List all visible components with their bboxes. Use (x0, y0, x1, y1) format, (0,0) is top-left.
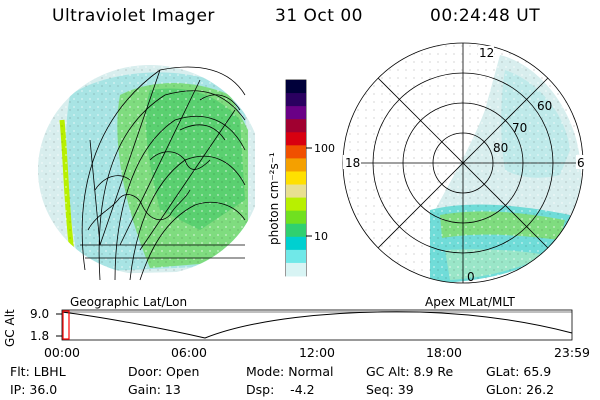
timeline-ytick-max: 9.0 (30, 307, 49, 321)
colorbar-band (286, 171, 306, 186)
current-time-marker (62, 310, 70, 340)
polar-labels: 12 18 6 0 60 70 80 (343, 46, 586, 284)
date-label: 31 Oct 00 (275, 6, 363, 26)
info-glon: GLon: 26.2 (486, 382, 555, 397)
time-label: 00:24:48 UT (430, 6, 541, 26)
timeline-xtick-2: 12:00 (299, 345, 335, 360)
info-glat: GLat: 65.9 (486, 364, 552, 379)
colorbar-tick-10: 10 (314, 230, 328, 243)
mlt-label-6: 6 (577, 156, 585, 170)
left-panel-caption: Geographic Lat/Lon (70, 295, 187, 309)
colorbar: 100 10 photon cm⁻²s⁻¹ (267, 79, 335, 277)
info-gc-alt: GC Alt: 8.9 Re (366, 364, 454, 379)
timeline-ylabel: GC Alt (3, 309, 17, 347)
instrument-title: Ultraviolet Imager (52, 6, 215, 26)
mlat-label-60: 60 (537, 99, 552, 113)
colorbar-band (286, 210, 306, 225)
timeline-xtick-0: 00:00 (44, 345, 80, 360)
colorbar-band (286, 80, 306, 94)
timeline-ytick-min: 1.8 (30, 329, 49, 343)
colorbar-band (286, 93, 306, 107)
info-seq: Seq: 39 (366, 382, 414, 397)
timeline-xtick-4: 23:59 (554, 345, 590, 360)
geographic-image (38, 65, 260, 275)
colorbar-band (286, 145, 306, 159)
colorbar-unit-label: photon cm⁻²s⁻¹ (267, 152, 281, 245)
right-panel-caption: Apex MLat/MLT (425, 295, 515, 309)
polar-grid (342, 42, 584, 284)
colorbar-band (286, 223, 306, 238)
colorbar-band (286, 132, 306, 146)
info-filter: Flt: LBHL (10, 364, 66, 379)
info-door: Door: Open (128, 364, 200, 379)
mlt-label-18: 18 (345, 156, 360, 170)
timeline-xtick-1: 06:00 (171, 345, 207, 360)
altitude-timeline: GC Alt 9.0 1.8 Geographic Lat/Lon Apex M… (3, 295, 590, 360)
info-mode: Mode: Normal (246, 364, 334, 379)
info-ip: IP: 36.0 (10, 382, 58, 397)
colorbar-band (286, 119, 306, 133)
mlat-label-70: 70 (512, 121, 527, 135)
colorbar-band (286, 197, 306, 212)
mlt-label-12: 12 (479, 46, 494, 60)
colorbar-band (286, 158, 306, 172)
timeline-xtick-3: 18:00 (426, 345, 462, 360)
info-dsp: Dsp: -4.2 (246, 382, 315, 397)
colorbar-band (286, 236, 306, 251)
colorbar-band (286, 262, 306, 277)
mlt-label-0: 0 (467, 270, 475, 284)
geographic-grid (80, 66, 246, 281)
colorbar-band (286, 184, 306, 199)
mlat-label-80: 80 (493, 141, 508, 155)
colorbar-band (286, 249, 306, 264)
colorbar-band (286, 106, 306, 120)
colorbar-tick-100: 100 (314, 142, 335, 155)
info-gain: Gain: 13 (128, 382, 181, 397)
